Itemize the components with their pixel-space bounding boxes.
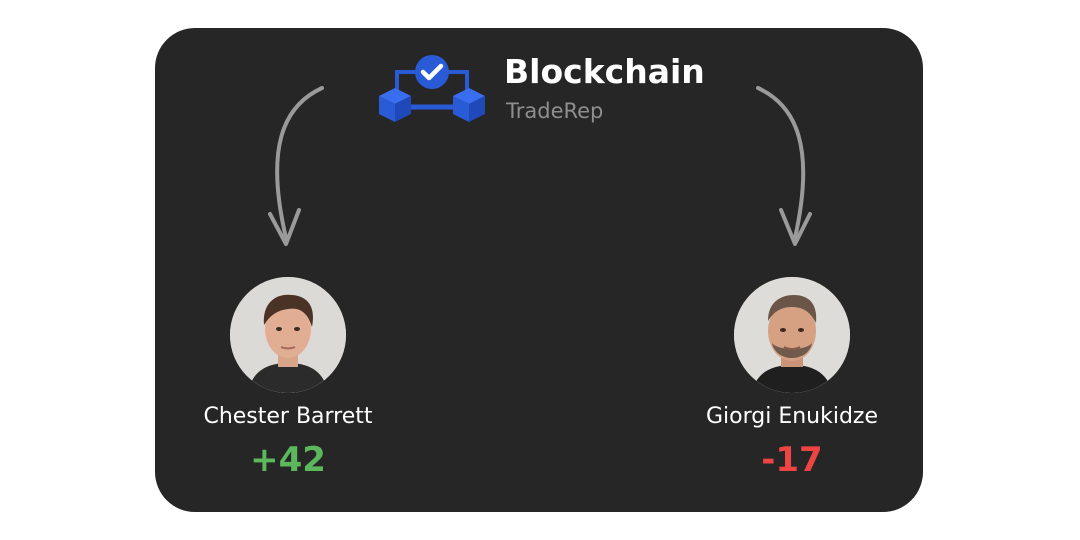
flow-arrows — [268, 86, 812, 246]
arrow-to-left-trader — [268, 86, 324, 246]
brand-title: Blockchain — [504, 52, 705, 91]
arrow-to-right-trader — [756, 86, 812, 246]
trader-name-left: Chester Barrett — [203, 404, 373, 429]
reputation-card: Blockchain TradeRep Chester Barrett +42 — [155, 28, 923, 512]
trader-score-right: -17 — [761, 440, 823, 480]
avatar-chester-barrett — [230, 277, 346, 393]
avatar-icon — [734, 277, 850, 393]
trader-score-left: +42 — [250, 440, 326, 480]
avatar-icon — [230, 277, 346, 393]
trader-name-right: Giorgi Enukidze — [705, 404, 879, 429]
brand-subtitle: TradeRep — [506, 99, 604, 123]
blockchain-logo-icon — [377, 50, 489, 124]
avatar-giorgi-enukidze — [734, 277, 850, 393]
